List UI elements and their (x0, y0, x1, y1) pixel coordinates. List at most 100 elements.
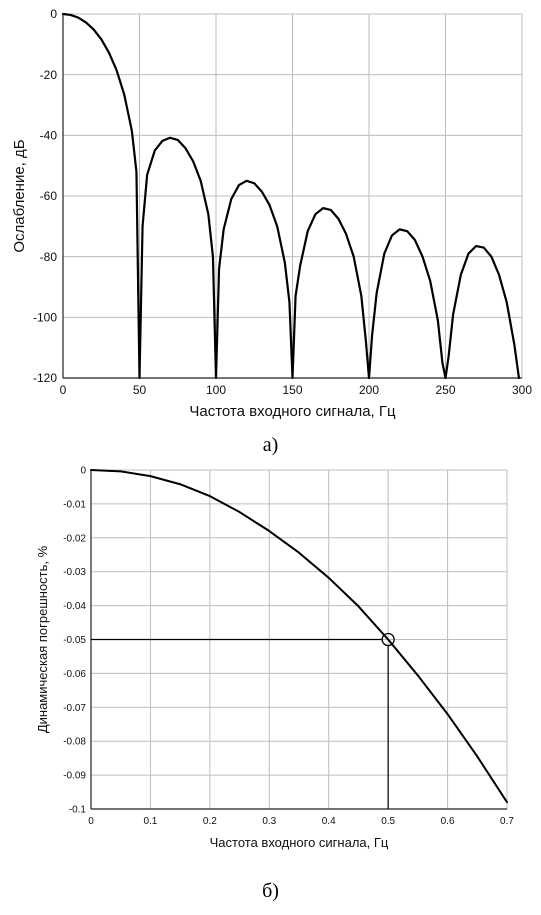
data-point (365, 341, 367, 343)
data-point (383, 253, 385, 255)
data-point (90, 469, 92, 471)
data-point (138, 377, 141, 379)
y-tick-label: -0.1 (69, 805, 87, 816)
data-point (345, 233, 347, 235)
data-point (368, 377, 370, 379)
data-point (209, 495, 211, 497)
data-point (115, 69, 118, 71)
data-point (498, 274, 500, 276)
x-tick-label: 0.5 (381, 816, 395, 827)
data-point (376, 292, 378, 294)
x-tick-label: 0.1 (143, 816, 157, 827)
data-point (476, 755, 478, 758)
y-tick-label: -0.07 (63, 703, 86, 714)
chart-dynamic-error: 0 0.1 0.2 0.3 0.4 0.5 0.6 0.7 0 -0.01 -0.02 -0.03 -0… (35, 466, 514, 903)
data-point (291, 377, 294, 379)
data-point (207, 213, 209, 215)
data-point (414, 239, 416, 241)
data-point (192, 160, 194, 162)
data-point (421, 256, 424, 258)
data-point (200, 180, 202, 182)
data-point (446, 713, 449, 715)
data-point (337, 218, 339, 220)
y-tick-label: -0.04 (63, 601, 86, 612)
data-point (330, 209, 332, 211)
chart-caption: б) (262, 880, 279, 902)
data-point (441, 362, 444, 364)
x-tick-label: 0 (60, 383, 67, 397)
data-point (161, 140, 164, 142)
data-point (154, 149, 156, 152)
y-tick-label: -80 (40, 250, 58, 264)
data-point (149, 475, 152, 477)
data-point (268, 204, 271, 206)
data-point (288, 301, 291, 303)
data-point (212, 256, 214, 258)
y-tick-label: -0.01 (63, 499, 86, 510)
data-point (371, 334, 373, 337)
data-point (447, 356, 450, 358)
x-axis-title: Частота входного сигнала, Гц (189, 403, 396, 420)
data-point (169, 137, 171, 139)
x-tick-label: 0.6 (441, 816, 455, 827)
x-tick-label: 0.3 (262, 816, 276, 827)
data-point (261, 191, 263, 193)
x-tick-label: 0 (88, 816, 94, 827)
data-point (429, 280, 431, 282)
x-tick-label: 100 (206, 383, 226, 397)
data-point (93, 28, 95, 31)
data-point (135, 171, 138, 173)
y-axis-title: Динамическая погрешность, % (35, 545, 50, 733)
chart-caption: а) (263, 434, 279, 456)
x-tick-label: 250 (435, 383, 455, 397)
data-point (506, 301, 508, 303)
y-tick-label: -0.09 (63, 771, 86, 782)
data-point (253, 182, 255, 184)
data-point (141, 225, 144, 227)
data-point (417, 674, 419, 677)
y-axis-title: Ослабление, дБ (11, 139, 28, 252)
data-point (444, 377, 447, 379)
y-tick-label: -100 (33, 311, 57, 325)
y-tick-label: -0.08 (63, 737, 86, 748)
data-point (230, 198, 232, 200)
x-tick-label: 50 (133, 383, 147, 397)
data-point (179, 483, 181, 485)
x-tick-label: 0.7 (500, 816, 514, 827)
data-point (353, 256, 355, 258)
data-point (62, 13, 64, 15)
data-point (467, 253, 470, 255)
data-point (284, 262, 286, 264)
data-point (483, 246, 485, 249)
data-point (108, 51, 110, 54)
data-point (506, 801, 508, 803)
y-tick-label: -0.02 (63, 533, 86, 544)
data-point (513, 344, 515, 346)
y-tick-label: 0 (50, 7, 57, 21)
data-point (387, 638, 389, 641)
x-axis-title: Частота входного сигнала, Гц (210, 835, 389, 850)
marker-circle (381, 632, 395, 647)
data-point (100, 38, 102, 40)
y-tick-label: 0 (80, 466, 86, 477)
data-point (299, 265, 301, 267)
data-point (452, 313, 454, 315)
data-point (131, 130, 133, 132)
data-point (490, 256, 492, 258)
x-tick-label: 300 (512, 383, 532, 397)
y-tick-label: -0.05 (63, 635, 86, 646)
data-point (406, 230, 408, 232)
y-tick-label: -120 (33, 371, 57, 385)
data-point (314, 213, 317, 215)
data-point (177, 139, 179, 141)
x-tick-label: 0.2 (203, 816, 217, 827)
data-point (70, 14, 72, 16)
data-point (85, 21, 87, 24)
data-point (123, 93, 125, 95)
data-point (218, 268, 220, 270)
data-point (238, 184, 240, 186)
data-point (146, 174, 148, 176)
chart-attenuation: 0 50 100 150 200 250 300 0 -20 -40 -60 -80 -100 -120 Ч… (11, 7, 532, 456)
data-point (223, 228, 225, 230)
